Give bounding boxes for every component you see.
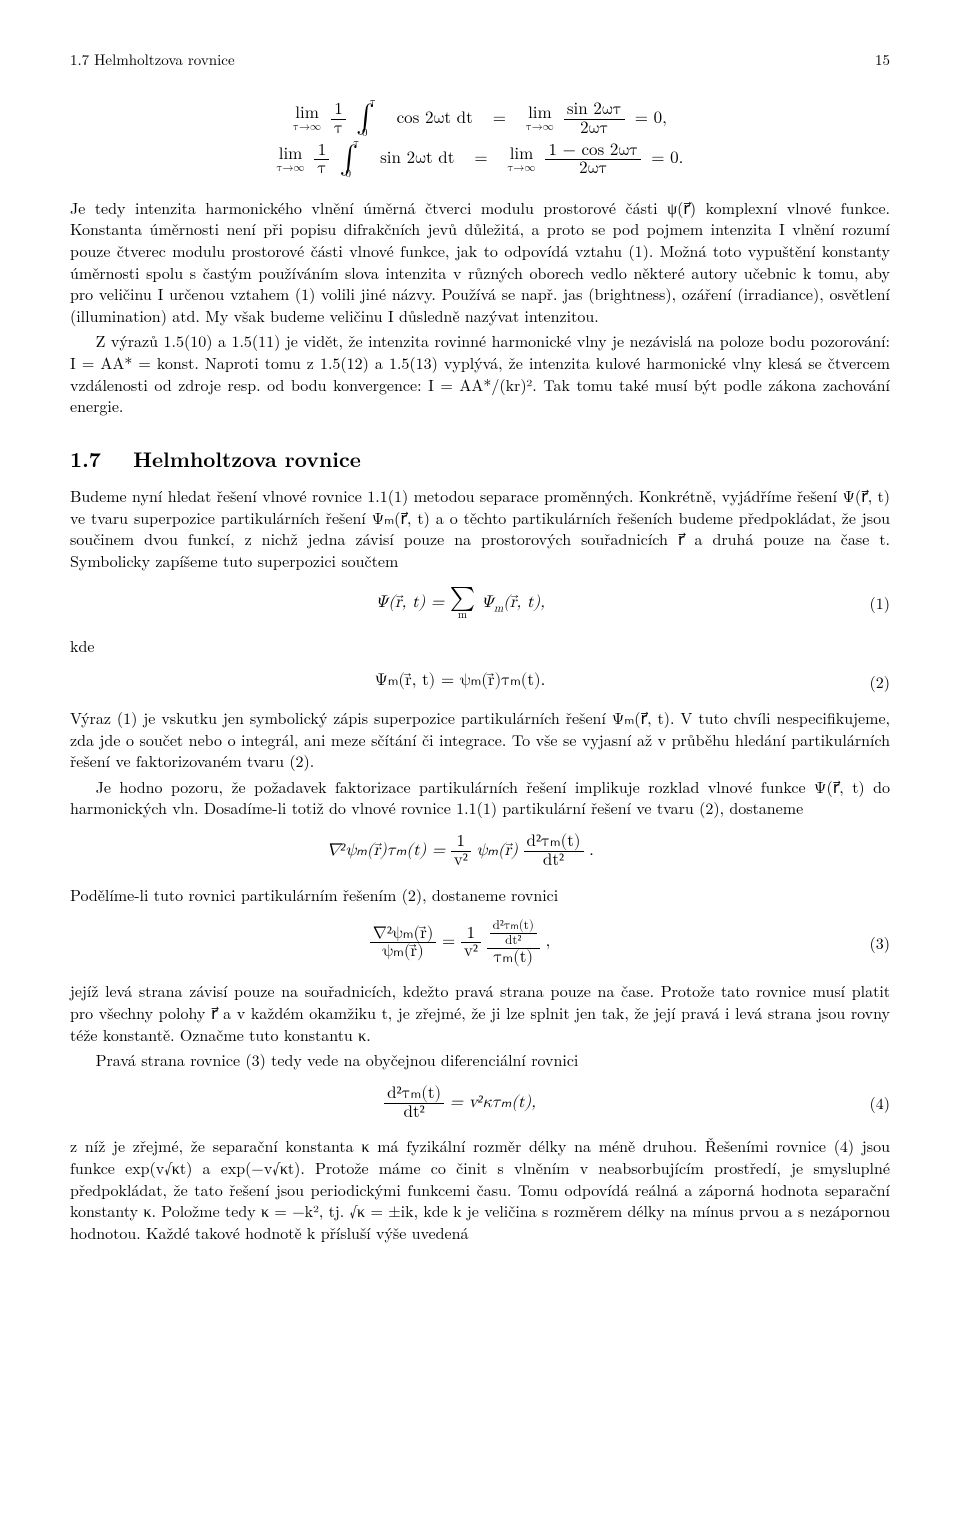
paragraph-4: Výraz (1) je vskutku jen symbolický zápi… — [70, 707, 890, 772]
frac-top: 1 — [314, 142, 329, 161]
comma: , — [546, 934, 551, 951]
int-lo: 0 — [345, 168, 351, 183]
lim-text: lim — [279, 146, 303, 163]
integral-sign: ∫τ0 — [339, 141, 358, 179]
equation-number: (3) — [850, 932, 890, 954]
paragraph-2: Z výrazů 1.5(10) a 1.5(11) je vidět, že … — [70, 330, 890, 416]
equals-zero: = 0. — [651, 148, 683, 171]
equals: = — [493, 108, 506, 131]
lim-text: lim — [510, 146, 534, 163]
integrand-sin: sin 2ωt dt — [380, 148, 454, 171]
eq-row-1: limτ→∞ 1τ ∫τ0 cos 2ωt dt = limτ→∞ sin 2ω… — [70, 100, 890, 138]
equation-2: Ψₘ(r⃗, t) = ψₘ(r⃗)τₘ(t). (2) — [70, 670, 890, 693]
equals: = — [474, 148, 487, 171]
equation-3: ∇²ψₘ(r⃗)ψₘ(r⃗) = 1v² d²τₘ(t)dt² τₘ(t) , … — [70, 919, 890, 966]
equation-4: d²τₘ(t)dt² = v²κτₘ(t), (4) — [70, 1085, 890, 1122]
equation-number: (1) — [850, 592, 890, 614]
lim-sub: τ→∞ — [526, 122, 554, 133]
equation-1: Ψ(r⃗, t) = ∑m Ψm(r⃗, t), (1) — [70, 586, 890, 621]
header-page-number: 15 — [875, 50, 890, 70]
frac-top: 1 — [331, 101, 346, 120]
paragraph-8: Pravá strana rovnice (3) tedy vede na ob… — [70, 1049, 890, 1071]
equals: = — [442, 934, 461, 951]
equation-mid: ∇²ψₘ(r⃗)τₘ(t) = 1v² ψₘ(r⃗) d²τₘ(t)dt² . — [70, 833, 890, 870]
header-left: 1.7 Helmholtzova rovnice — [70, 50, 235, 70]
int-hi: τ — [353, 137, 359, 152]
frac-bot: dt² — [490, 934, 537, 948]
frac-bot: 2ωτ — [545, 160, 641, 178]
equals-zero: = 0, — [635, 108, 667, 131]
equation-number: (2) — [850, 671, 890, 693]
paragraph-5: Je hodno pozoru, že požadavek faktorizac… — [70, 776, 890, 819]
section-number: 1.7 — [70, 444, 101, 474]
eq-mid-dot: . — [589, 842, 594, 859]
frac-top: d²τₘ(t) — [384, 1085, 444, 1104]
eq-mid-psi: ψₘ(r⃗) — [476, 842, 517, 859]
frac-bot: v² — [451, 852, 471, 870]
frac-top: 1 − cos 2ωτ — [545, 142, 641, 161]
frac-top: 1 — [451, 833, 471, 852]
frac-bot: dt² — [384, 1104, 444, 1122]
frac-bot: τₘ(t) — [487, 949, 540, 967]
lim-text: lim — [528, 105, 552, 122]
frac-top: d²τₘ(t) — [524, 833, 584, 852]
frac-bot: ψₘ(r⃗) — [370, 943, 437, 961]
frac-bot: τ — [331, 120, 346, 138]
section-heading: 1.7 Helmholtzova rovnice — [70, 445, 890, 473]
lim-sub: τ→∞ — [508, 163, 536, 174]
lim-sub: τ→∞ — [277, 163, 305, 174]
eq-mid-lhs: ∇²ψₘ(r⃗)τₘ(t) = — [326, 842, 445, 859]
opening-equations: limτ→∞ 1τ ∫τ0 cos 2ωt dt = limτ→∞ sin 2ω… — [70, 100, 890, 179]
frac-top: 1 — [461, 925, 481, 944]
paragraph-6: Podělíme-li tuto rovnici partikulárním ř… — [70, 884, 890, 906]
equation-number: (4) — [850, 1092, 890, 1114]
integral-sign: ∫τ0 — [356, 100, 375, 138]
frac-top: sin 2ωτ — [564, 101, 625, 120]
frac-top: ∇²ψₘ(r⃗) — [370, 925, 437, 944]
int-lo: 0 — [362, 127, 368, 142]
equation-2-body: Ψₘ(r⃗, t) = ψₘ(r⃗)τₘ(t). — [70, 670, 850, 693]
lim-text: lim — [295, 105, 319, 122]
frac-bot: v² — [461, 943, 481, 961]
integrand-cos: cos 2ωt dt — [397, 108, 473, 131]
page-header: 1.7 Helmholtzova rovnice 15 — [70, 50, 890, 70]
lim-sub: τ→∞ — [293, 122, 321, 133]
paragraph-9: z níž je zřejmé, že separační konstanta … — [70, 1135, 890, 1243]
kde-text: kde — [70, 635, 890, 657]
int-hi: τ — [370, 96, 376, 111]
paragraph-1: Je tedy intenzita harmonického vlnění úm… — [70, 197, 890, 327]
paragraph-3: Budeme nyní hledat řešení vlnové rovnice… — [70, 485, 890, 571]
frac-bot: 2ωτ — [564, 120, 625, 138]
eq4-rhs: = v²κτₘ(t), — [450, 1094, 536, 1111]
eq-row-2: limτ→∞ 1τ ∫τ0 sin 2ωt dt = limτ→∞ 1 − co… — [70, 141, 890, 179]
section-title: Helmholtzova rovnice — [133, 444, 361, 474]
paragraph-7: jejíž levá strana závisí pouze na souřad… — [70, 980, 890, 1045]
frac-bot: τ — [314, 160, 329, 178]
frac-top: d²τₘ(t) — [490, 919, 537, 934]
frac-bot: dt² — [524, 852, 584, 870]
